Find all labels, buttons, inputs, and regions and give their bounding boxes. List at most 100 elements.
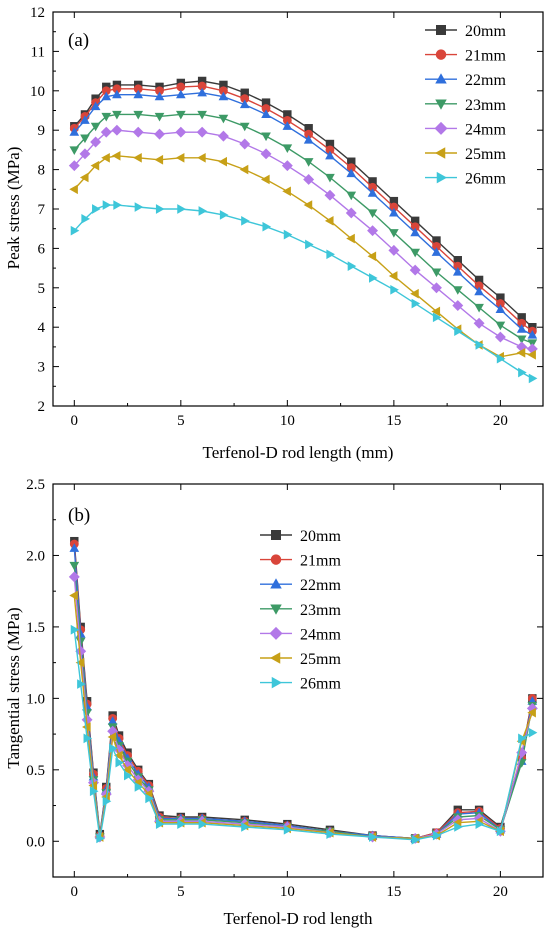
panel-a-data-point <box>516 335 527 345</box>
panel-a-data-point <box>90 136 102 148</box>
panel-a-data-point <box>175 152 185 163</box>
panel-a-legend-label: 22mm <box>465 72 506 89</box>
panel-a-data-point <box>325 173 335 183</box>
panel-a-data-point <box>197 87 207 97</box>
panel-a-data-point <box>516 347 526 358</box>
panel-a-data-point <box>495 304 506 314</box>
panel-a-data-point <box>324 189 336 201</box>
panel-a-y-tick-label: 5 <box>38 281 46 297</box>
panel-a-data-point <box>305 239 314 250</box>
panel-b-legend-marker <box>269 626 283 640</box>
panel-b-data-point <box>69 543 80 552</box>
panel-a-data-point <box>101 91 112 101</box>
panel-a-data-point <box>175 126 187 138</box>
panel-b-data-point <box>69 590 78 601</box>
panel-b-data-point <box>516 747 528 759</box>
panel-b-legend-marker <box>270 554 282 565</box>
panel-a-data-point <box>527 330 538 339</box>
panel-a-data-point <box>346 191 357 201</box>
panel-a-data-point <box>175 89 186 99</box>
panel-b-y-tick-label: 1.0 <box>26 691 45 707</box>
panel-a-data-point <box>303 173 315 185</box>
panel-a-data-point <box>282 186 291 197</box>
panel-a-data-point <box>261 132 271 142</box>
panel-a-data-point <box>101 152 110 163</box>
panel-a-data-point <box>368 273 378 283</box>
panel-a-data-point <box>112 84 122 94</box>
panel-a-data-point <box>368 182 377 192</box>
panel-b-legend-label: 24mm <box>300 626 341 643</box>
panel-a-data-point <box>90 101 101 111</box>
panel-a-y-tick-label: 12 <box>30 5 45 21</box>
panel-a-data-point <box>262 221 272 232</box>
panel-b-data-point <box>107 732 117 742</box>
panel-a-data-point <box>69 127 80 136</box>
panel-b-data-point <box>114 750 123 761</box>
panel-a-data-point <box>494 331 506 343</box>
panel-a-legend-label: 23mm <box>465 97 506 114</box>
panel-b-legend-label: 20mm <box>300 528 341 545</box>
panel-a-data-point <box>474 303 484 313</box>
panel-b-legend-marker <box>271 530 281 540</box>
panel-a-data-point <box>325 145 335 155</box>
panel-a-x-tick-label: 15 <box>386 413 401 429</box>
panel-a-legend-label: 21mm <box>465 48 506 65</box>
panel-a-data-point <box>431 282 442 294</box>
panel-a-data-point <box>175 110 186 120</box>
panel-a-data-point <box>219 210 229 220</box>
panel-b-data-point <box>241 822 250 832</box>
panel-a-legend-label: 24mm <box>465 121 506 138</box>
panel-a-x-tick-label: 10 <box>280 413 295 429</box>
panel-a-data-point <box>452 286 463 295</box>
panel-a-data-point <box>196 126 208 138</box>
panel-a-axes: 0 5 10 15 20 2 3 4 5 6 7 8 9 10 11 12 <box>30 5 544 429</box>
panel-a-legend-label: 20mm <box>465 23 506 40</box>
panel-b-legend-label: 22mm <box>300 577 341 594</box>
panel-a-data-point <box>454 326 463 336</box>
panel-a-data-point <box>431 268 442 278</box>
panel-a-data-point <box>69 184 78 195</box>
panel-b-legend-marker <box>271 676 282 689</box>
panel-b-data-point <box>454 822 463 832</box>
panel-b-data-point <box>69 561 80 571</box>
panel-a-data-point <box>367 209 378 218</box>
panel-a-data-point <box>197 81 207 91</box>
panel-a-data-point <box>261 104 271 113</box>
panel-a-data-point <box>345 207 357 219</box>
panel-a-data-point <box>176 82 186 92</box>
panel-a-data-point <box>410 222 420 232</box>
panel-b-x-tick-label: 15 <box>386 884 401 900</box>
panel-b-y-tick-label: 2.0 <box>26 548 45 564</box>
panel-b-data-point <box>75 657 85 668</box>
panel-b-data-point <box>432 830 442 841</box>
panel-b-data-point <box>528 727 538 738</box>
panel-a-y-tick-label: 4 <box>38 320 46 336</box>
panel-a-data-point <box>452 267 463 276</box>
panel-a-legend-marker <box>436 171 447 184</box>
panel-a-data-point <box>155 204 165 214</box>
panel-b-plot-frame <box>52 483 544 878</box>
panel-a-data-point <box>495 299 505 308</box>
panel-a-data-point <box>410 288 419 299</box>
panel-b-legend-label: 25mm <box>300 651 341 668</box>
panel-a-data-point <box>102 200 112 210</box>
panel-a-y-tick-label: 7 <box>38 202 46 218</box>
panel-a-data-point <box>68 160 80 172</box>
panel-b-data-point <box>143 785 155 797</box>
panel-a-x-tick-label: 5 <box>177 413 185 429</box>
panel-a-data-point <box>324 215 334 226</box>
panel-b-x-tick-label: 20 <box>493 884 508 900</box>
panel-b-data-point <box>518 733 527 744</box>
panel-a-legend-marker <box>435 49 447 60</box>
panel-a-legend-label: 25mm <box>465 146 506 163</box>
panel-a-data-point <box>111 124 123 136</box>
panel-a-legend-label: 26mm <box>465 171 506 188</box>
panel-a-data-point <box>261 174 270 185</box>
panel-a-data-point <box>111 150 121 161</box>
panel-b-legend-marker <box>270 578 282 589</box>
panel-a-y-tick-label: 9 <box>38 123 46 139</box>
panel-a-data-point <box>389 207 399 217</box>
panel-a-data-point <box>239 164 249 175</box>
panel-a-data-point <box>304 129 314 139</box>
panel-a-data-point <box>432 242 441 251</box>
